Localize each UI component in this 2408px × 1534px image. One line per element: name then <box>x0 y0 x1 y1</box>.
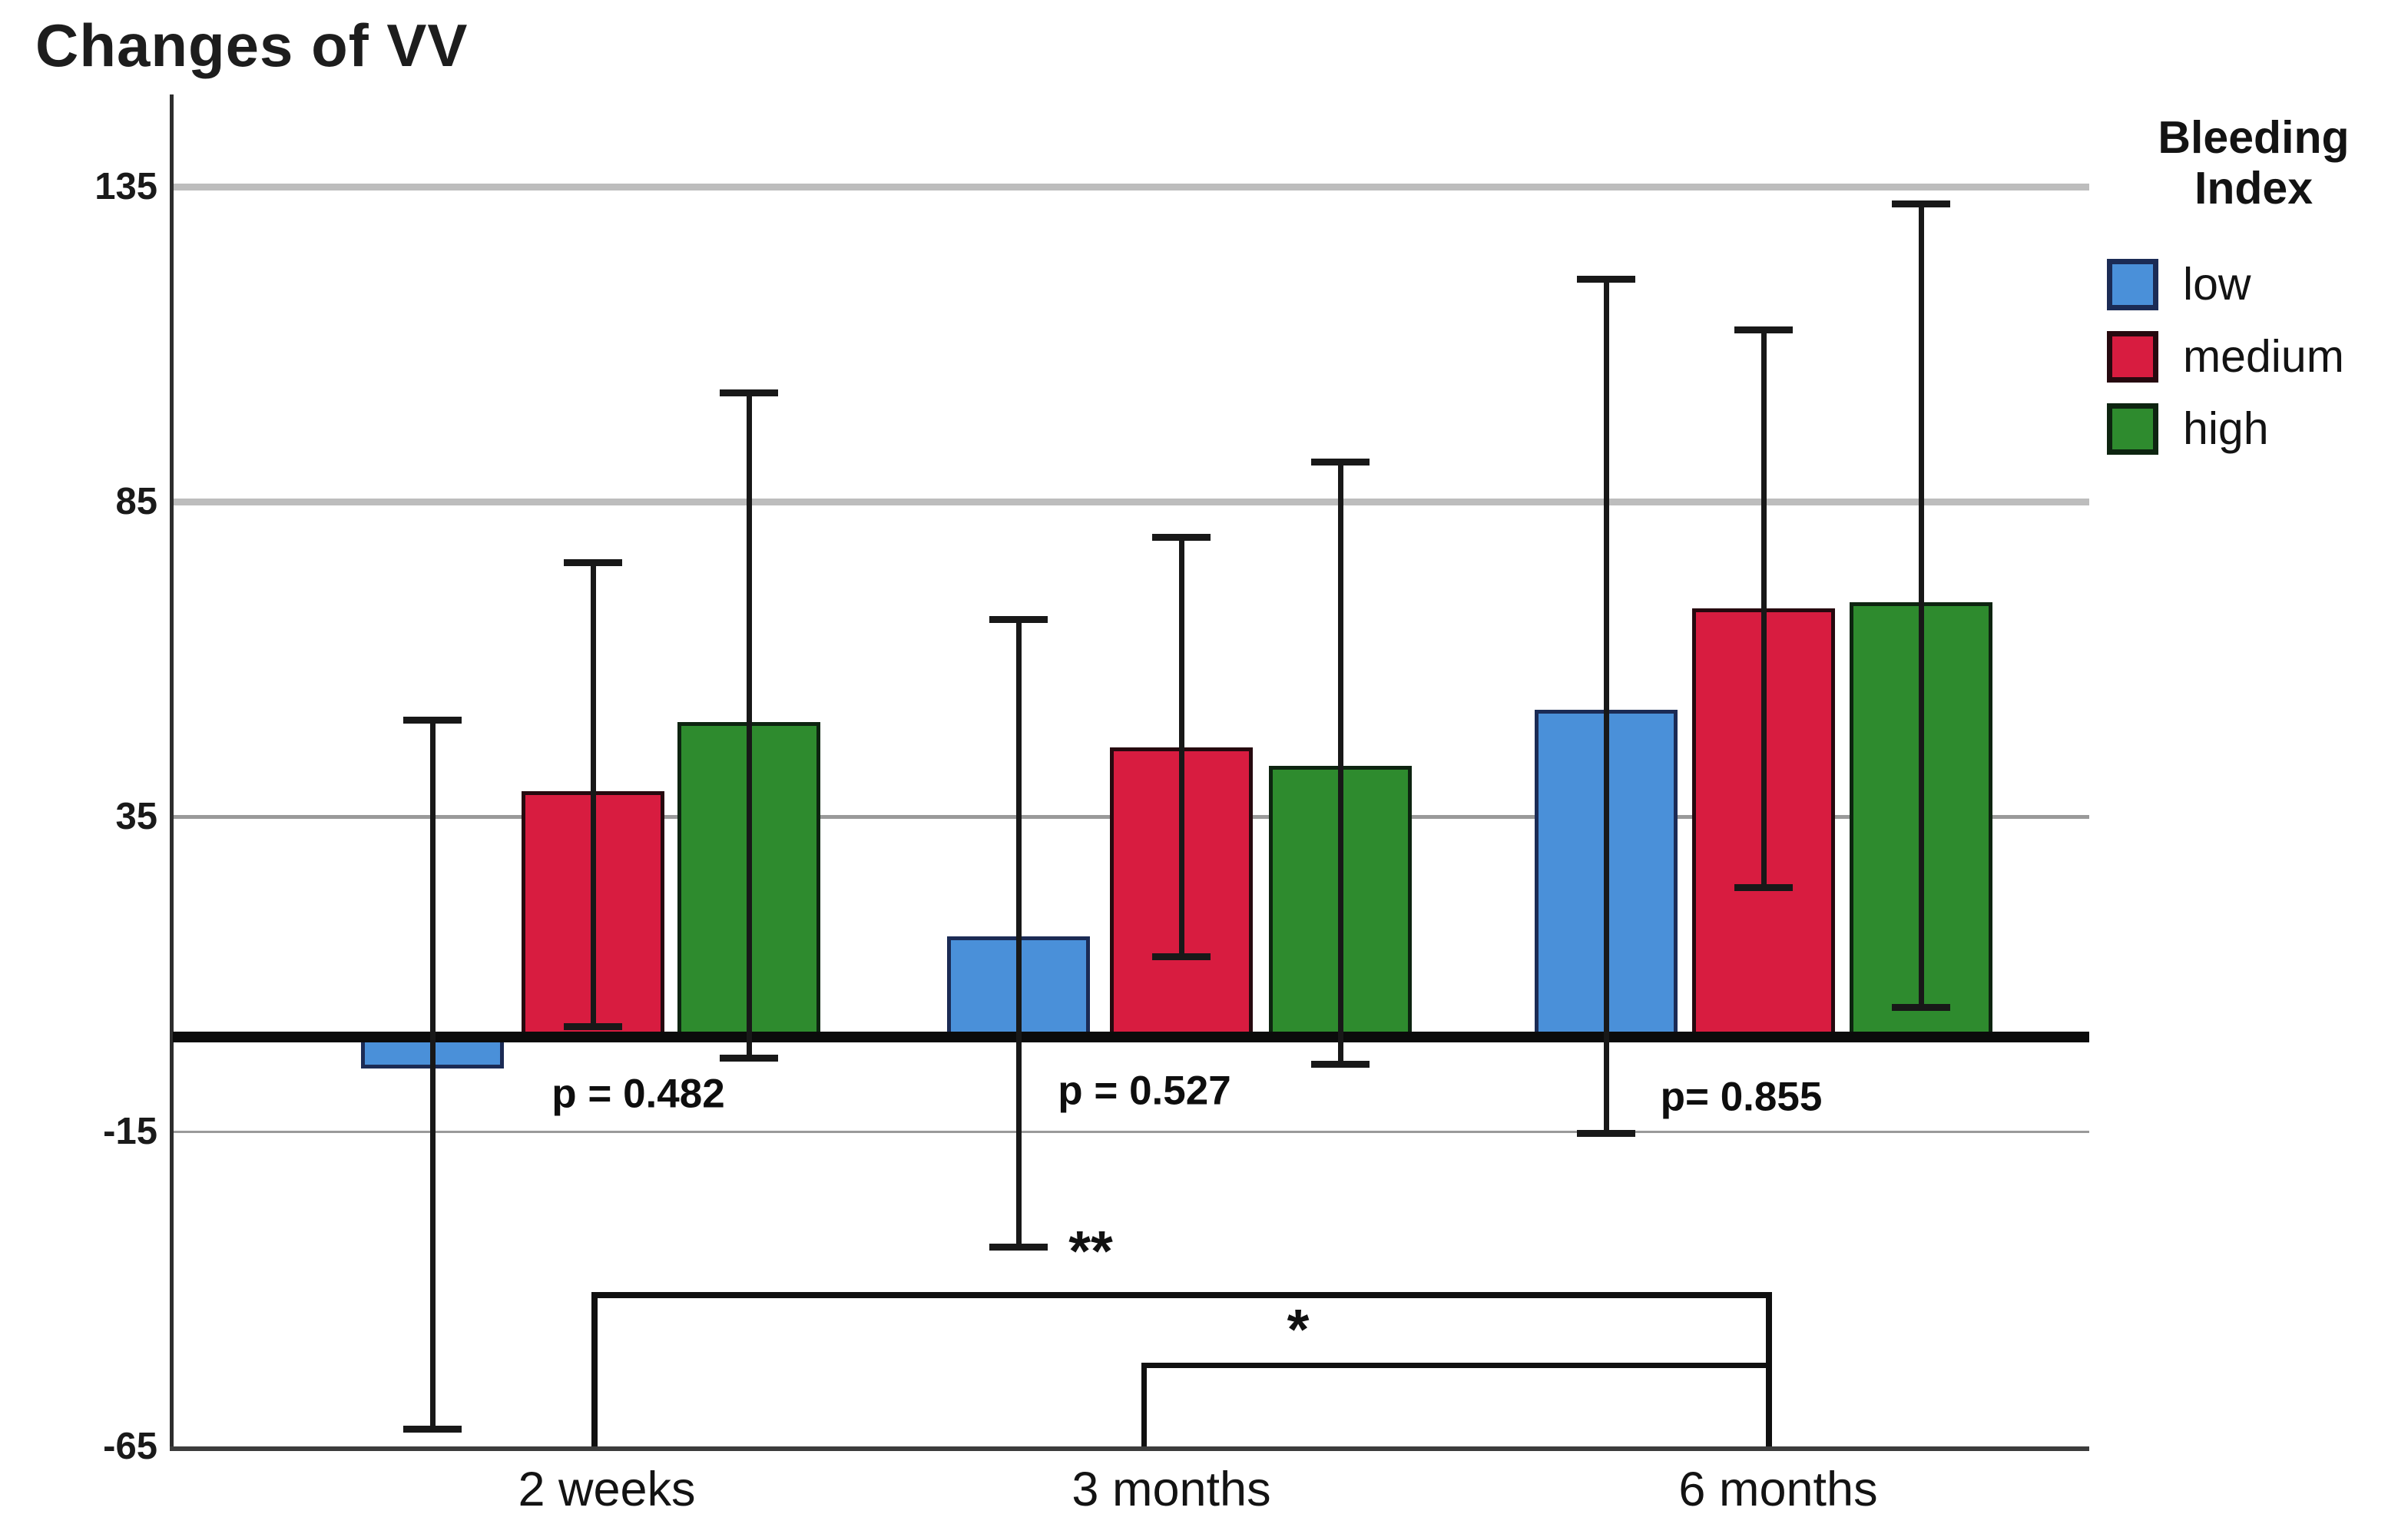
legend-swatch-high-icon <box>2107 403 2158 455</box>
error-bar-medium-3-months-cap-bottom <box>1152 953 1211 961</box>
y-tick-label--65: -65 <box>103 1426 157 1467</box>
error-bar-medium-3-months-line <box>1178 539 1184 956</box>
legend-label-medium: medium <box>2183 331 2344 383</box>
x-axis-bottom-line <box>170 1446 2089 1451</box>
p-value-2-weeks: p = 0.482 <box>551 1071 725 1117</box>
legend-item-low: low <box>2107 258 2408 310</box>
legend-title: Bleeding Index <box>2099 112 2408 214</box>
error-bar-high-3-months-cap-bottom <box>1311 1060 1370 1068</box>
error-bar-medium-3-months-cap-top <box>1152 534 1211 542</box>
error-bar-low-2-weeks-cap-top <box>403 717 462 724</box>
significance-bracket-1-top <box>591 1292 1772 1298</box>
gridline--15 <box>173 1130 2089 1133</box>
chart-title: Changes of VV <box>35 12 469 79</box>
p-value-3-months: p = 0.527 <box>1058 1068 1231 1114</box>
error-bar-medium-6-months-line <box>1760 331 1767 886</box>
legend-label-low: low <box>2183 259 2251 310</box>
zero-baseline <box>173 1032 2089 1042</box>
error-bar-medium-2-weeks-line <box>590 565 596 1025</box>
x-tick-label-2-weeks: 2 weeks <box>518 1463 696 1516</box>
error-bar-low-3-months-line <box>1015 621 1022 1245</box>
y-tick-label--15: -15 <box>103 1111 157 1152</box>
error-bar-low-6-months-cap-top <box>1577 276 1635 283</box>
error-bar-low-6-months-line <box>1603 281 1609 1131</box>
error-bar-low-3-months-cap-top <box>989 615 1048 623</box>
error-bar-high-2-weeks-line <box>746 394 752 1056</box>
error-bar-medium-2-weeks-cap-bottom <box>564 1022 622 1030</box>
legend-title-line1: Bleeding <box>2158 112 2350 163</box>
legend-swatch-low-icon <box>2107 258 2158 310</box>
legend: Bleeding Index low medium high <box>2099 112 2408 455</box>
legend-items: low medium high <box>2099 258 2408 455</box>
x-tick-label-6-months: 6 months <box>1678 1463 1878 1516</box>
legend-item-high: high <box>2107 403 2408 455</box>
y-tick-label-135: 135 <box>94 166 157 207</box>
significance-label-2: * <box>1287 1297 1310 1361</box>
legend-title-line2: Index <box>2194 163 2314 214</box>
y-axis-line <box>170 94 174 1451</box>
error-bar-low-3-months-cap-bottom <box>989 1243 1048 1251</box>
x-tick-label-3-months: 3 months <box>1072 1463 1271 1516</box>
error-bar-low-2-weeks-cap-bottom <box>403 1426 462 1433</box>
significance-bracket-2-top <box>1141 1363 1771 1368</box>
legend-label-high: high <box>2183 403 2269 455</box>
significance-bracket-1-left <box>591 1292 598 1446</box>
error-bar-medium-6-months-cap-bottom <box>1734 884 1793 892</box>
error-bar-high-6-months-cap-bottom <box>1892 1004 1950 1011</box>
legend-item-medium: medium <box>2107 330 2408 383</box>
legend-swatch-medium-icon <box>2107 330 2158 383</box>
error-bar-medium-2-weeks-cap-top <box>564 559 622 566</box>
significance-bracket-2-left <box>1141 1363 1147 1446</box>
y-tick-label-35: 35 <box>115 796 157 837</box>
gridline-135 <box>173 183 2089 191</box>
error-bar-high-3-months-cap-top <box>1311 458 1370 466</box>
error-bar-low-2-weeks-line <box>429 722 436 1428</box>
error-bar-high-3-months-line <box>1337 463 1343 1062</box>
error-bar-high-2-weeks-cap-top <box>720 389 778 396</box>
error-bar-high-2-weeks-cap-bottom <box>720 1054 778 1062</box>
error-bar-high-6-months-line <box>1918 205 1924 1006</box>
error-bar-high-6-months-cap-top <box>1892 200 1950 207</box>
significance-label-1: ** <box>1068 1219 1113 1283</box>
gridline-85 <box>173 498 2089 505</box>
y-tick-label-85: 85 <box>115 481 157 522</box>
significance-bracket-2-right <box>1766 1363 1771 1446</box>
error-bar-medium-6-months-cap-top <box>1734 326 1793 333</box>
p-value-6-months: p= 0.855 <box>1660 1074 1823 1120</box>
error-bar-low-6-months-cap-bottom <box>1577 1130 1635 1137</box>
